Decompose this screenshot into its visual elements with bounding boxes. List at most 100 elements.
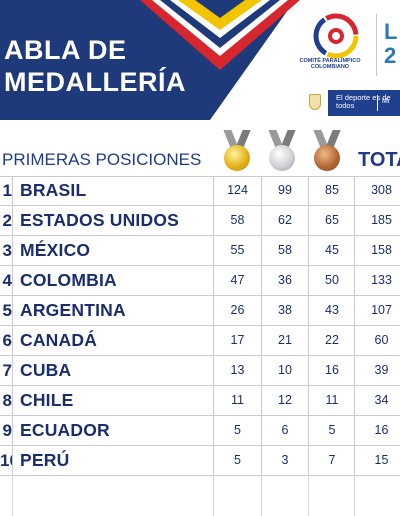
rank-cell: 2 [0, 206, 13, 235]
gold-count-cell: 13 [213, 356, 261, 385]
table-row: 9 ECUADOR 5 6 5 16 [0, 416, 400, 446]
row-divider [0, 265, 400, 266]
bronze-medal-icon [313, 130, 341, 174]
rank-cell: 3 [0, 236, 13, 265]
table-row: 2 ESTADOS UNIDOS 58 62 65 185 [0, 206, 400, 236]
row-divider [0, 415, 400, 416]
rank-cell: 9 [0, 416, 13, 445]
row-divider [0, 445, 400, 446]
row-divider [0, 295, 400, 296]
committee-name: COMITÉ PARALÍMPICO COLOMBIANO [299, 58, 361, 70]
table-row: 3 MÉXICO 55 58 45 158 [0, 236, 400, 266]
rank-cell: 10 [0, 446, 13, 475]
rank-cell: 4 [0, 266, 13, 295]
bronze-count-cell: 65 [308, 206, 355, 235]
row-divider [0, 355, 400, 356]
table-row: 5 ARGENTINA 26 38 43 107 [0, 296, 400, 326]
rank-cell: 8 [0, 386, 13, 415]
total-count-cell: 308 [354, 176, 400, 205]
silver-count-cell: 38 [261, 296, 308, 325]
logo-divider [376, 14, 377, 76]
heading-label: PRIMERAS POSICIONES [2, 150, 202, 169]
table-heading: PRIMERAS POSICIONES TOTA [0, 130, 400, 176]
bronze-count-cell: 16 [308, 356, 355, 385]
ministry-divider [377, 95, 378, 111]
ministry-short: Mi [382, 98, 390, 105]
event-logo-fragment: L 2 [384, 19, 398, 68]
country-cell: BRASIL [20, 180, 87, 200]
row-divider [0, 205, 400, 206]
silver-count-cell: 6 [261, 416, 308, 445]
header-banner: ABLA DE MEDALLERÍA COMITÉ PARALÍMPICO CO… [0, 0, 400, 120]
bronze-count-cell: 43 [308, 296, 355, 325]
bronze-count-cell: 50 [308, 266, 355, 295]
silver-count-cell: 12 [261, 386, 308, 415]
table-row: 8 CHILE 11 12 11 34 [0, 386, 400, 416]
table-row: 4 COLOMBIA 47 36 50 133 [0, 266, 400, 296]
gold-count-cell: 47 [213, 266, 261, 295]
gold-count-cell: 58 [213, 206, 261, 235]
row-divider [0, 385, 400, 386]
country-cell: ESTADOS UNIDOS [20, 210, 180, 230]
rank-cell: 1 [0, 176, 13, 205]
total-count-cell: 34 [354, 386, 400, 415]
gold-count-cell: 11 [213, 386, 261, 415]
country-cell: PERÚ [20, 450, 70, 470]
total-count-cell: 185 [354, 206, 400, 235]
bronze-count-cell: 85 [308, 176, 355, 205]
silver-count-cell: 36 [261, 266, 308, 295]
gold-count-cell: 5 [213, 416, 261, 445]
silver-count-cell: 99 [261, 176, 308, 205]
country-cell: CANADÁ [20, 330, 98, 350]
total-count-cell: 39 [354, 356, 400, 385]
country-cell: CUBA [20, 360, 72, 380]
total-count-cell: 107 [354, 296, 400, 325]
silver-count-cell: 62 [261, 206, 308, 235]
rank-cell: 6 [0, 326, 13, 355]
total-count-cell: 16 [354, 416, 400, 445]
table-row: 7 CUBA 13 10 16 39 [0, 356, 400, 386]
rank-cell: 7 [0, 356, 13, 385]
ministry-tagline: El deporte es de todos [336, 93, 391, 110]
title-line-2: MEDALLERÍA [4, 67, 186, 97]
total-count-cell: 158 [354, 236, 400, 265]
table-row: 6 CANADÁ 17 21 22 60 [0, 326, 400, 356]
gold-medal-icon [223, 130, 251, 174]
country-cell: COLOMBIA [20, 270, 117, 290]
country-cell: ARGENTINA [20, 300, 126, 320]
country-cell: MÉXICO [20, 240, 91, 260]
bronze-count-cell: 11 [308, 386, 355, 415]
total-count-cell: 60 [354, 326, 400, 355]
country-cell: CHILE [20, 390, 74, 410]
silver-count-cell: 3 [261, 446, 308, 475]
bronze-count-cell: 5 [308, 416, 355, 445]
paralympic-committee-logo [313, 13, 359, 59]
table-row: 1 BRASIL 124 99 85 308 [0, 176, 400, 206]
silver-count-cell: 10 [261, 356, 308, 385]
gold-count-cell: 124 [213, 176, 261, 205]
gold-count-cell: 55 [213, 236, 261, 265]
table-top-border [0, 176, 400, 177]
ministry-banner: El deporte es de todos Mi [300, 90, 400, 116]
title-line-1: ABLA DE [4, 35, 127, 65]
page-title: ABLA DE MEDALLERÍA [0, 34, 186, 98]
gold-count-cell: 26 [213, 296, 261, 325]
total-count-cell: 15 [354, 446, 400, 475]
silver-medal-icon [268, 130, 296, 174]
table-footer [0, 476, 400, 516]
silver-count-cell: 21 [261, 326, 308, 355]
total-count-cell: 133 [354, 266, 400, 295]
rank-cell: 5 [0, 296, 13, 325]
row-divider [0, 325, 400, 326]
row-divider [0, 475, 400, 476]
coat-of-arms-icon [300, 90, 328, 116]
gold-count-cell: 5 [213, 446, 261, 475]
bronze-count-cell: 7 [308, 446, 355, 475]
row-divider [0, 235, 400, 236]
gold-count-cell: 17 [213, 326, 261, 355]
country-cell: ECUADOR [20, 420, 110, 440]
bronze-count-cell: 22 [308, 326, 355, 355]
total-column-label: TOTA [358, 149, 400, 171]
silver-count-cell: 58 [261, 236, 308, 265]
